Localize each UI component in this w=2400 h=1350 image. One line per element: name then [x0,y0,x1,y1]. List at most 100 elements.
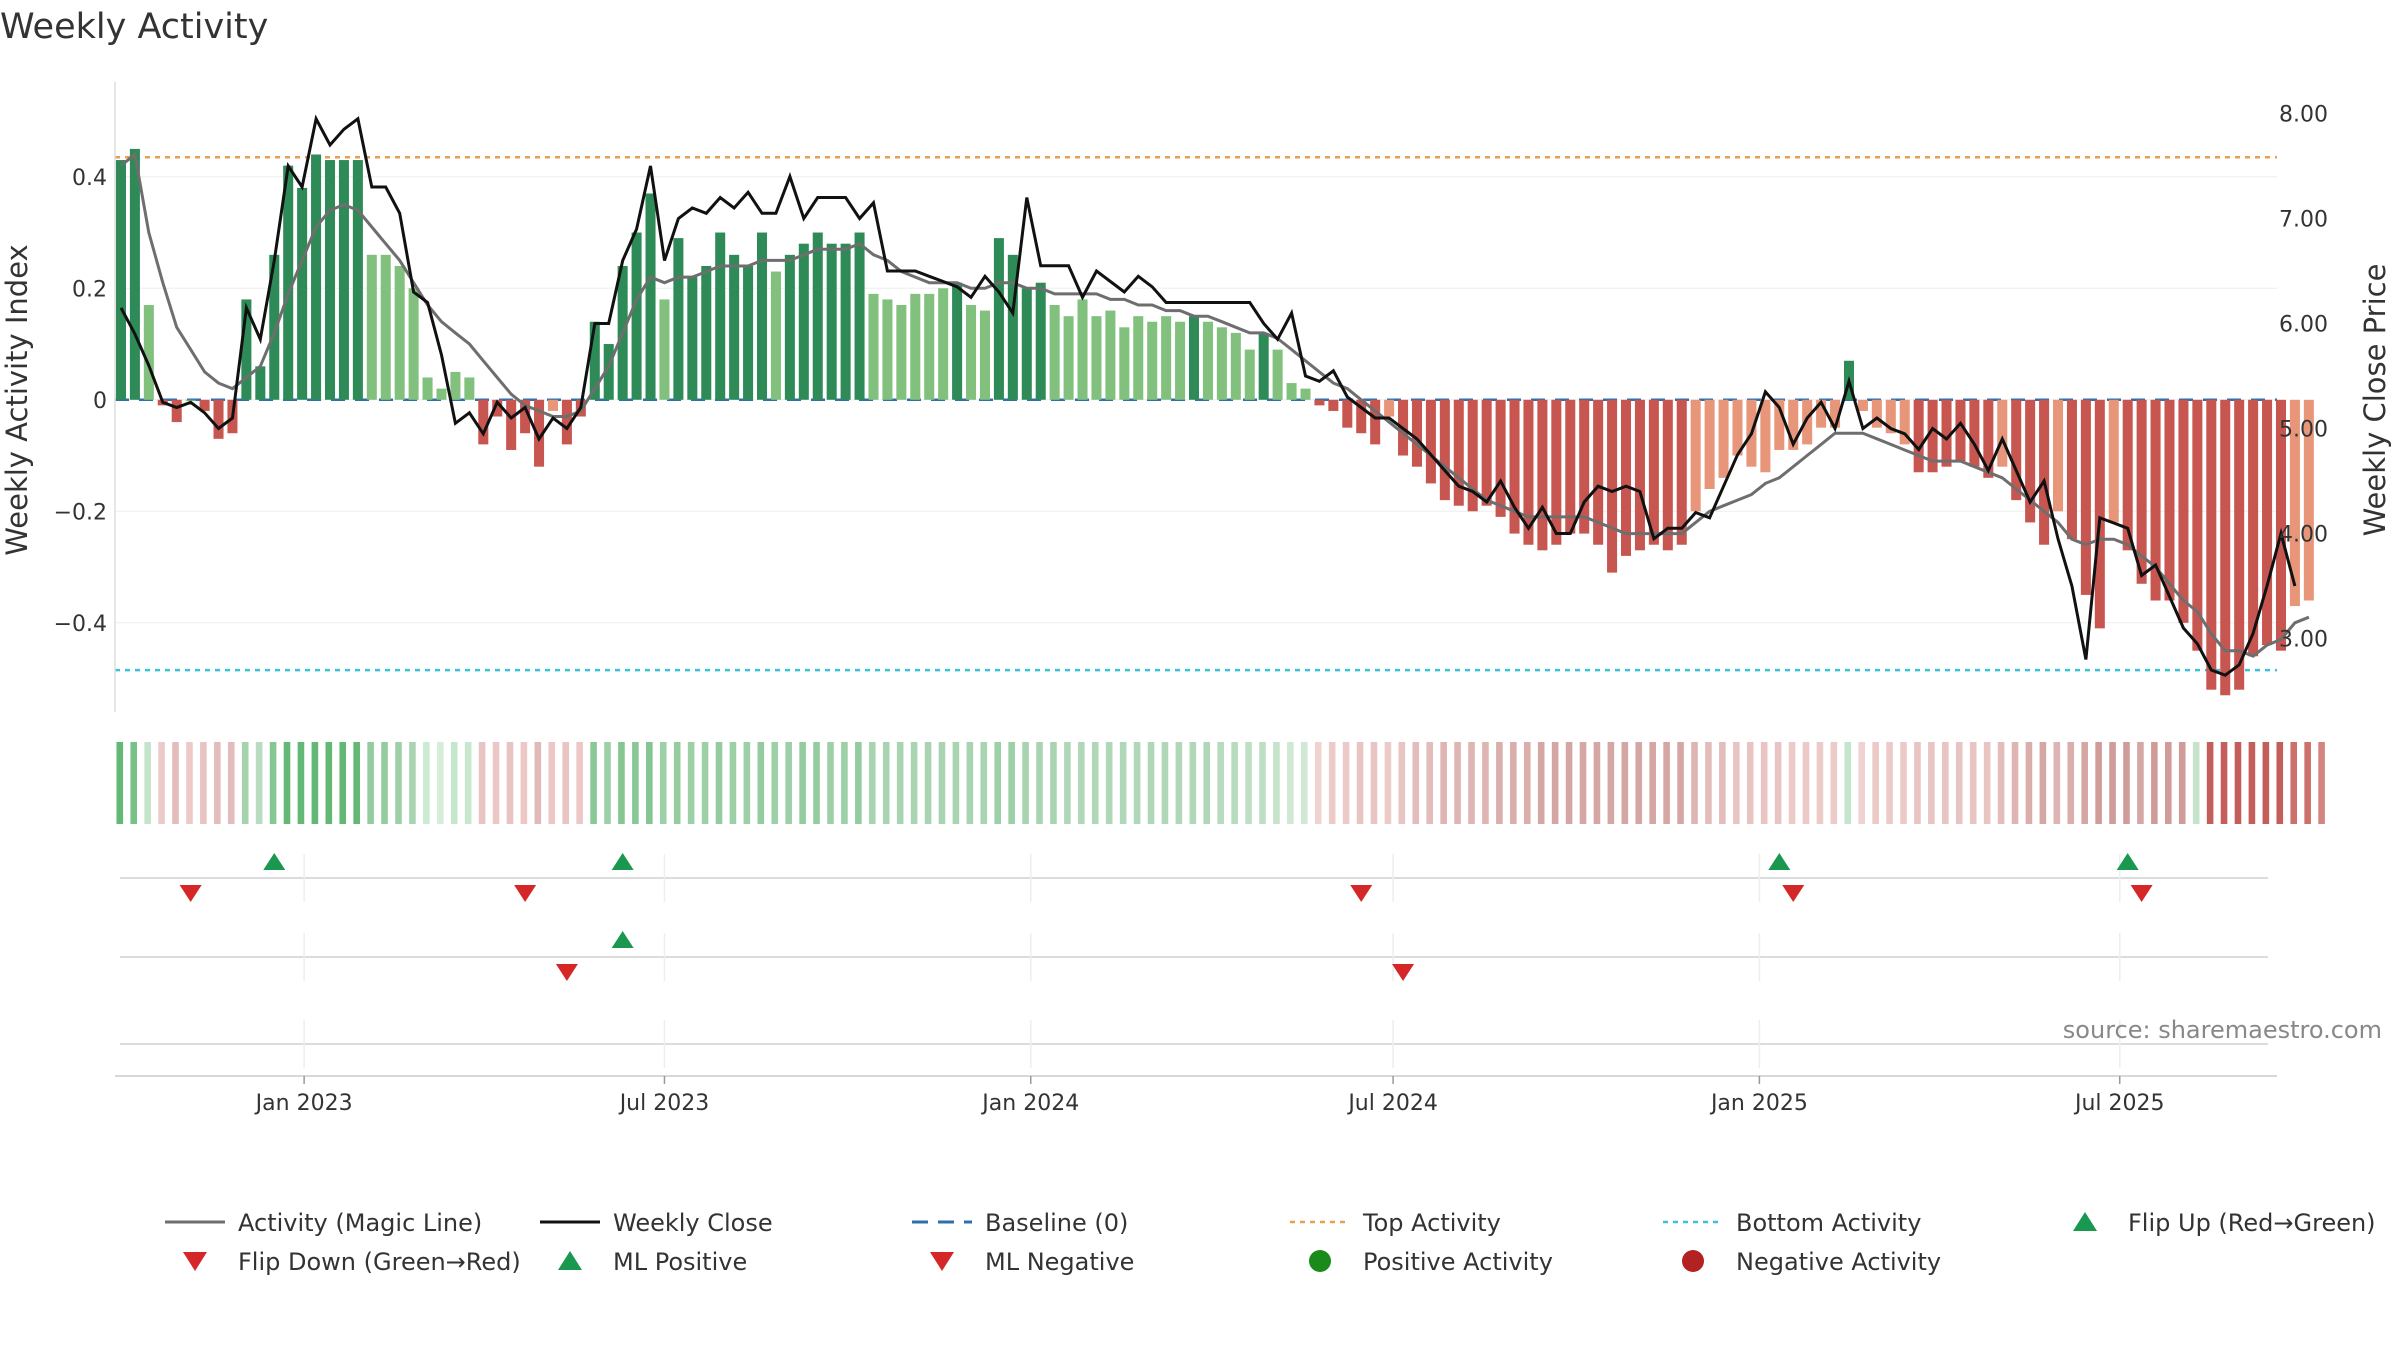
x-tick-label: Jul 2025 [2073,1091,2165,1116]
heat-band-cell [1482,742,1489,824]
heat-band-cell [1802,742,1810,824]
activity-bar [1147,321,1158,400]
heat-band-cell [1872,742,1879,824]
heat-band-cell [2318,742,2325,824]
legend-item: ML Negative [930,1248,1134,1276]
activity-bar [1230,332,1241,400]
heat-band-cell [952,742,960,824]
heat-band-cell [1537,742,1545,824]
heat-band-cell [1914,742,1921,824]
legend-label: Flip Up (Red→Green) [2128,1209,2376,1237]
heat-band-cell [896,742,904,824]
legend-marker [1682,1250,1704,1272]
x-tick-label: Jul 2024 [1346,1091,1438,1116]
legend-label: Top Activity [1362,1209,1501,1237]
activity-bar [1258,332,1269,400]
legend-item: Baseline (0) [912,1209,1128,1237]
activity-bar [366,254,377,400]
heat-band-cell [1928,742,1935,824]
legend-label: Weekly Close [613,1209,773,1237]
activity-bar [1857,399,1868,411]
activity-bar [2039,399,2050,545]
weekly-close-series [119,114,2297,677]
heat-band-cell [938,742,946,824]
legend-item: Flip Down (Green→Red) [183,1248,521,1276]
heat-band-cell [158,742,165,824]
activity-bar [1565,399,1576,534]
activity-bar [269,254,280,400]
activity-bar [1830,399,1841,428]
activity-bar [1941,399,1952,467]
heat-band-cell [269,742,277,824]
heat-band-cell [1621,742,1629,824]
activity-bar [784,254,795,400]
activity-bar [1035,282,1046,400]
activity-bar [854,232,865,400]
activity-bar [1133,316,1144,400]
heat-band-cell [2290,742,2298,824]
x-axis: Jan 2023 Jul 2023 Jan 2024 Jul 2024 Jan 2025… [115,1075,2277,1116]
legend-item: Positive Activity [1309,1248,1553,1276]
flip-down-marker [514,885,537,902]
activity-bar [2108,399,2119,523]
activity-bar [2303,399,2314,601]
activity-bar [2262,399,2273,646]
heat-band-cell [2164,742,2172,824]
heat-band-cell [2234,742,2242,824]
activity-bar [1620,399,1632,556]
heat-band-cell [1565,742,1573,824]
heat-band-cell [1161,742,1169,824]
heat-band-cell [130,742,138,824]
activity-bar [603,344,614,400]
activity-bar [464,377,475,400]
activity-bar [213,399,224,439]
heat-band-cell [1579,742,1587,824]
heat-band-cell [283,742,291,824]
activity-bar [756,232,768,400]
heat-band-cell [1300,742,1308,824]
activity-bar [952,282,963,400]
heat-band-cell [882,742,890,824]
heat-band-cell [673,742,681,824]
legend-label: ML Positive [613,1248,747,1276]
flip-up-marker [1768,853,1791,870]
heat-band-cell [144,742,151,824]
heat-band-cell [1008,742,1015,824]
activity-bar [1328,399,1339,411]
heat-band-cell [1886,742,1893,824]
heat-band-cell [1663,742,1670,824]
y-tick-label: 0.2 [72,277,107,302]
heat-band-cell [186,742,193,824]
heat-band-cell [1607,742,1615,824]
heat-band-cell [2276,742,2284,824]
activity-bar [2122,399,2133,551]
activity-bar [1021,288,1032,400]
heat-band-cell [646,742,653,824]
heat-band-cell [1022,742,1029,824]
activity-bar [2052,399,2064,512]
legend-label: Flip Down (Green→Red) [238,1248,521,1276]
activity-bar [1216,327,1227,400]
activity-bar [1300,388,1311,400]
heat-band-cell [771,742,779,824]
heat-band-cell [1078,742,1085,824]
heat-band-cell [994,742,1002,824]
activity-bar [255,366,266,400]
flip-down-marker [1392,964,1415,981]
heat-band-cell [2081,742,2088,824]
heat-band-cell [2178,742,2186,824]
activity-bar [1244,349,1255,400]
activity-bar [1286,383,1297,400]
heat-band-cell [757,742,765,824]
legend-item: Weekly Close [540,1209,773,1237]
y2-tick-label: 6.00 [2279,313,2328,338]
y-tick-label: −0.2 [54,500,107,525]
activity-bar [1593,399,1604,545]
flip-down-marker [1782,885,1805,902]
heat-band-cell [910,742,918,824]
heat-band-cell [1719,742,1726,824]
activity-bar [324,160,336,400]
heat-band-cell [395,742,402,824]
legend-label: Activity (Magic Line) [238,1209,482,1237]
chart-title: Weekly Activity [0,7,268,47]
